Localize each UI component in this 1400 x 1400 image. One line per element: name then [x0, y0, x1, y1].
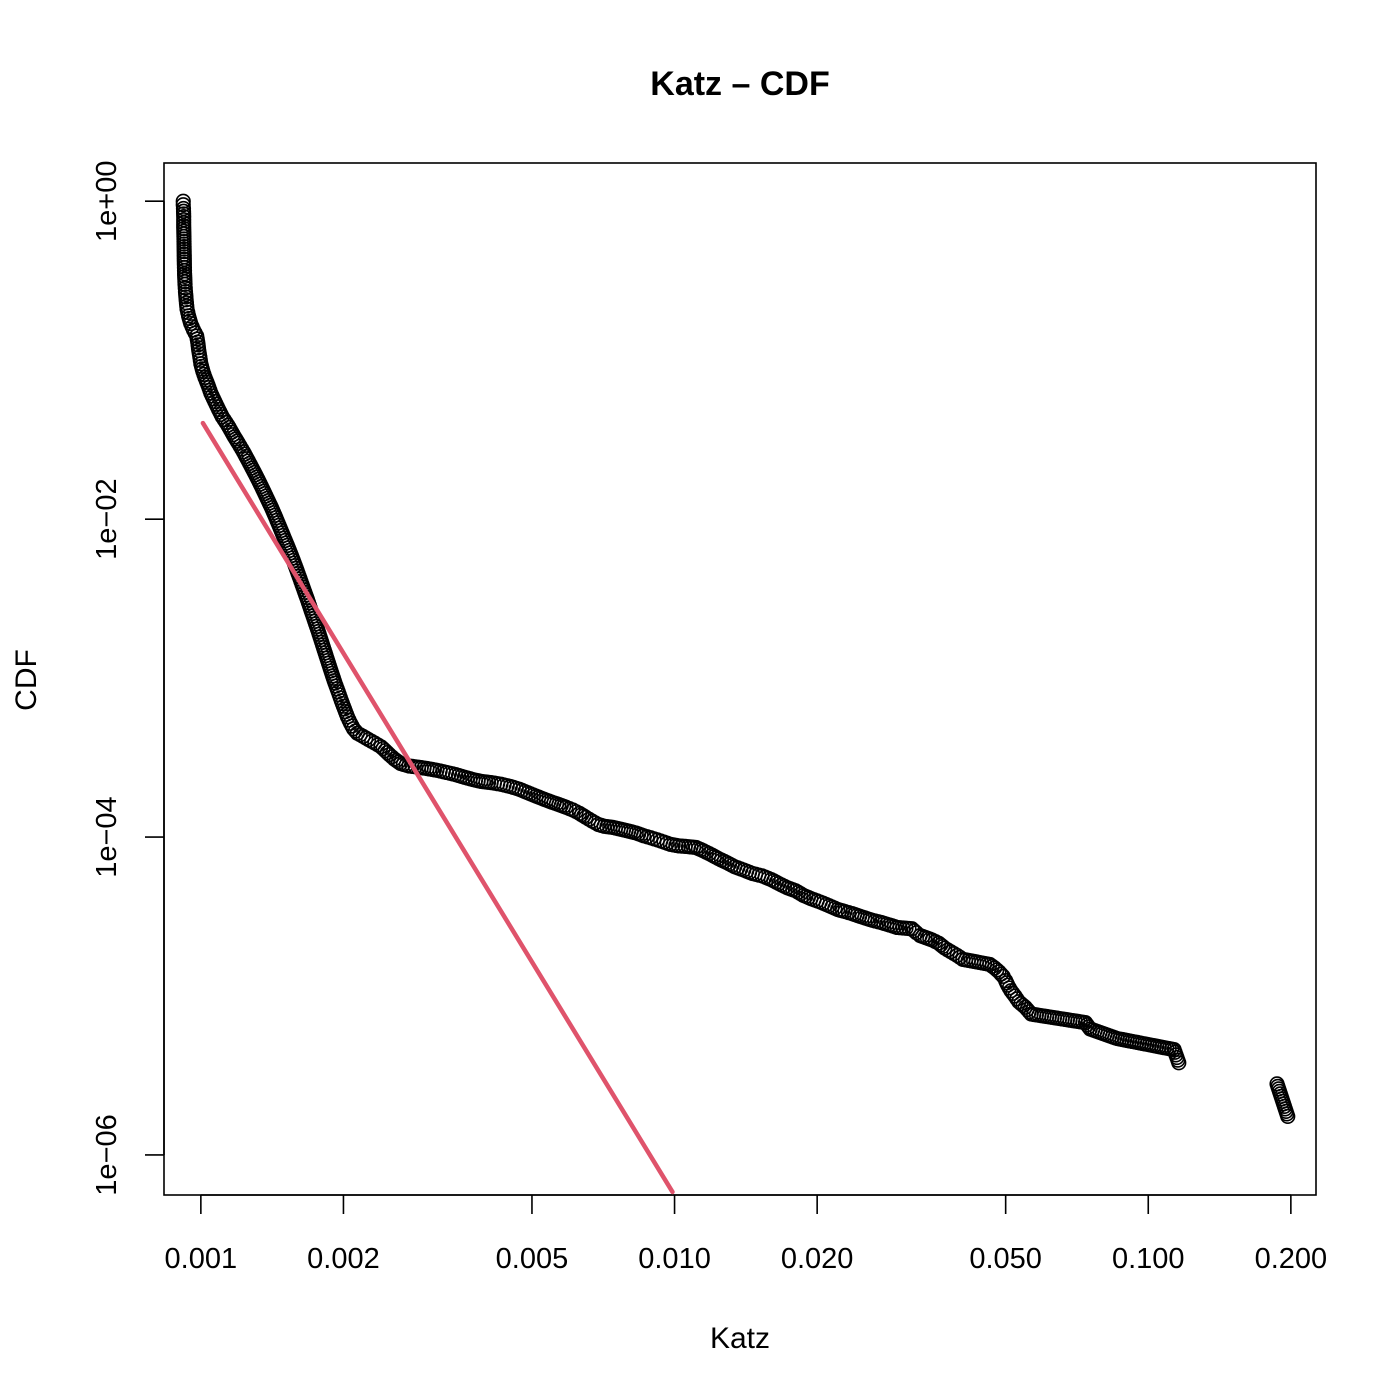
- x-tick-label: 0.020: [781, 1243, 854, 1275]
- data-point: [388, 752, 404, 769]
- data-point: [347, 723, 364, 739]
- x-tick-label: 0.200: [1255, 1243, 1328, 1275]
- fit-line: [200, 420, 675, 1195]
- chart-title: Katz – CDF: [650, 65, 829, 103]
- data-points: [175, 193, 1296, 1124]
- data-point: [1171, 1055, 1187, 1071]
- x-tick-label: 0.005: [496, 1243, 569, 1275]
- y-axis: 1e+00 1e−02 1e−04 1e−06: [91, 161, 165, 1196]
- data-point: [1280, 1108, 1296, 1124]
- fit-line-group: [200, 420, 675, 1195]
- x-tick-label: 0.002: [307, 1243, 380, 1275]
- y-axis-label: CDF: [10, 649, 43, 711]
- y-tick-label: 1e+00: [91, 161, 123, 242]
- x-tick-label: 0.010: [638, 1243, 711, 1275]
- y-tick-label: 1e−04: [91, 796, 123, 877]
- x-axis-label: Katz: [710, 1322, 770, 1355]
- x-tick-label: 0.001: [165, 1243, 238, 1275]
- x-tick-label: 0.050: [969, 1243, 1042, 1275]
- x-tick-label: 0.100: [1112, 1243, 1185, 1275]
- x-axis: 0.001 0.002 0.005 0.010 0.020 0.050 0.100 0.200: [165, 1194, 1328, 1275]
- y-tick-label: 1e−02: [91, 478, 123, 559]
- data-point: [175, 193, 191, 209]
- y-tick-label: 1e−06: [91, 1114, 123, 1195]
